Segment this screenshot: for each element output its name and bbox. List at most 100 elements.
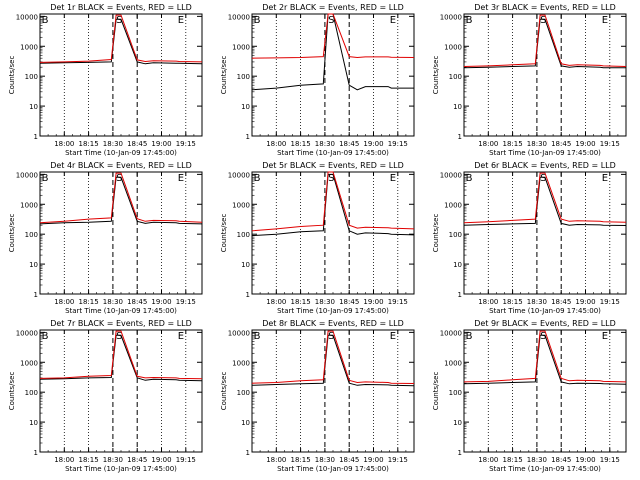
lld-series-line	[39, 14, 203, 63]
marker-label: S	[328, 331, 334, 342]
x-tick-label: 18:30	[315, 140, 335, 148]
panel-title: Det 3r BLACK = Events, RED = LLD	[474, 3, 616, 12]
y-tick-label: 1000	[444, 43, 462, 51]
panel-title: Det 2r BLACK = Events, RED = LLD	[262, 3, 404, 12]
y-tick-label: 10	[453, 419, 462, 427]
lld-series-line	[251, 13, 415, 59]
y-tick-label: 100	[449, 231, 462, 239]
events-series-line	[251, 13, 414, 91]
x-tick-label: 18:45	[339, 298, 359, 306]
y-tick-label: 1	[34, 449, 38, 457]
x-tick-label: 19:00	[363, 456, 383, 464]
x-tick-label: 18:45	[127, 140, 147, 148]
y-axis-label: Counts/sec	[8, 56, 16, 95]
panel-title: Det 6r BLACK = Events, RED = LLD	[474, 161, 616, 170]
y-tick-label: 1000	[20, 359, 38, 367]
x-axis-label: Start Time (10-Jan-09 17:45:00)	[65, 465, 177, 473]
x-tick-label: 19:00	[151, 298, 171, 306]
y-tick-label: 1	[458, 291, 462, 299]
x-tick-label: 18:45	[551, 456, 571, 464]
x-tick-label: 19:15	[388, 456, 408, 464]
x-tick-label: 18:00	[54, 140, 74, 148]
marker-label: B	[254, 173, 261, 184]
x-tick-label: 18:30	[103, 456, 123, 464]
y-tick-label: 10000	[440, 171, 462, 179]
x-tick-label: 18:15	[291, 140, 311, 148]
x-tick-label: 19:00	[575, 456, 595, 464]
x-tick-label: 18:45	[127, 298, 147, 306]
x-tick-label: 18:00	[266, 456, 286, 464]
marker-label: B	[254, 331, 261, 342]
marker-label: S	[328, 15, 334, 26]
y-tick-label: 10000	[228, 13, 250, 21]
x-axis-label: Start Time (10-Jan-09 17:45:00)	[277, 307, 389, 315]
x-tick-label: 18:00	[266, 298, 286, 306]
x-tick-label: 18:30	[315, 456, 335, 464]
y-tick-label: 100	[25, 73, 38, 81]
x-tick-label: 18:00	[54, 298, 74, 306]
y-tick-label: 100	[25, 231, 38, 239]
events-series-line	[251, 173, 415, 237]
y-tick-label: 10000	[228, 171, 250, 179]
marker-label: E	[390, 173, 396, 184]
y-tick-label: 1000	[232, 43, 250, 51]
x-tick-label: 19:15	[176, 140, 196, 148]
x-tick-label: 18:00	[478, 298, 498, 306]
x-tick-label: 19:00	[575, 298, 595, 306]
x-tick-label: 18:15	[79, 298, 99, 306]
y-tick-label: 100	[449, 73, 462, 81]
lld-series-line	[251, 171, 415, 232]
x-axis-label: Start Time (10-Jan-09 17:45:00)	[489, 307, 601, 315]
panel-title: Det 8r BLACK = Events, RED = LLD	[262, 319, 404, 328]
x-tick-label: 18:30	[527, 456, 547, 464]
panel-title: Det 9r BLACK = Events, RED = LLD	[474, 319, 616, 328]
y-axis-label: Counts/sec	[432, 214, 440, 253]
y-tick-label: 10000	[16, 329, 38, 337]
x-tick-label: 18:15	[503, 298, 523, 306]
marker-label: E	[390, 331, 396, 342]
events-series-line	[39, 176, 203, 225]
x-tick-label: 18:45	[551, 298, 571, 306]
x-tick-label: 19:15	[600, 298, 620, 306]
marker-label: S	[540, 15, 546, 26]
marker-label: E	[390, 15, 396, 26]
marker-label: B	[466, 15, 473, 26]
y-tick-label: 1000	[444, 201, 462, 209]
x-tick-label: 18:00	[478, 456, 498, 464]
x-tick-label: 18:45	[551, 140, 571, 148]
marker-label: E	[602, 331, 608, 342]
marker-label: S	[540, 331, 546, 342]
events-series-line	[251, 334, 415, 387]
x-tick-label: 18:15	[503, 140, 523, 148]
y-tick-label: 10	[241, 103, 250, 111]
x-tick-label: 18:15	[79, 140, 99, 148]
y-tick-label: 10	[29, 261, 38, 269]
y-axis-label: Counts/sec	[432, 372, 440, 411]
y-tick-label: 10	[453, 261, 462, 269]
marker-label: S	[116, 173, 122, 184]
x-tick-label: 18:30	[527, 140, 547, 148]
y-tick-label: 100	[237, 231, 250, 239]
x-tick-label: 19:15	[600, 140, 620, 148]
x-axis-label: Start Time (10-Jan-09 17:45:00)	[277, 149, 389, 157]
x-tick-label: 18:15	[291, 456, 311, 464]
y-tick-label: 1	[246, 291, 250, 299]
y-tick-label: 10000	[16, 13, 38, 21]
x-axis-label: Start Time (10-Jan-09 17:45:00)	[277, 465, 389, 473]
marker-label: S	[116, 331, 122, 342]
x-tick-label: 19:00	[151, 140, 171, 148]
lld-series-line	[251, 330, 415, 384]
x-tick-label: 18:00	[266, 140, 286, 148]
marker-label: E	[602, 15, 608, 26]
events-series-line	[39, 18, 203, 65]
marker-label: B	[42, 331, 49, 342]
marker-label: S	[116, 15, 122, 26]
x-tick-label: 18:15	[291, 298, 311, 306]
